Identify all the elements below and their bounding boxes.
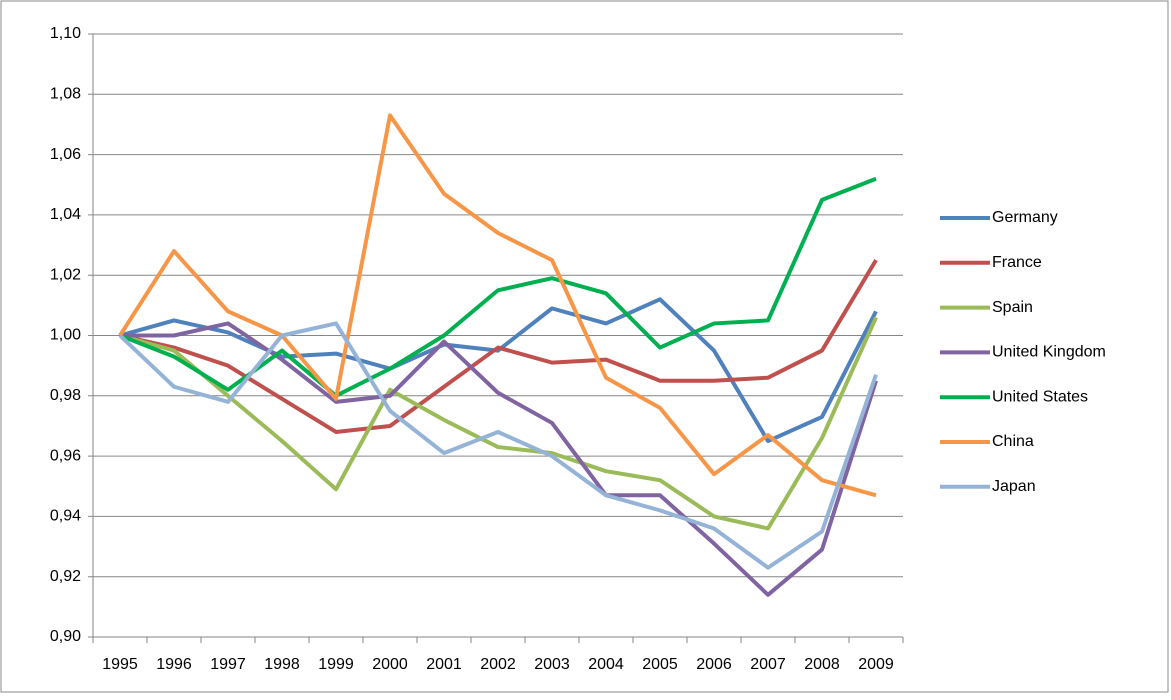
legend-label: China [992,433,1034,450]
legend-label: France [992,254,1042,271]
x-tick-label: 2007 [750,656,786,673]
x-tick-label: 2009 [858,656,894,673]
legend-label: Japan [992,478,1036,495]
y-tick-label: 0,94 [50,508,81,525]
x-tick-label: 2006 [696,656,732,673]
x-tick-label: 2003 [534,656,570,673]
legend-label: United States [992,388,1088,405]
x-tick-label: 2001 [426,656,462,673]
y-tick-label: 1,08 [50,86,81,103]
y-tick-label: 0,96 [50,447,81,464]
x-tick-label: 1999 [318,656,354,673]
legend-label: United Kingdom [992,344,1106,361]
y-tick-label: 1,02 [50,266,81,283]
x-tick-label: 1997 [210,656,246,673]
y-tick-label: 1,00 [50,327,81,344]
x-tick-label: 2002 [480,656,516,673]
series-line [119,316,878,531]
x-tick-label: 1995 [102,656,138,673]
x-tick-label: 2004 [588,656,624,673]
series-line [118,113,877,498]
series-line [119,297,878,444]
y-tick-label: 1,06 [50,146,81,163]
y-tick-label: 0,98 [50,387,81,404]
legend-label: Germany [992,209,1058,226]
x-tick-label: 1996 [156,656,192,673]
x-tick-label: 2000 [372,656,408,673]
x-tick-label: 2005 [642,656,678,673]
x-tick-label: 2008 [804,656,840,673]
y-tick-label: 0,92 [50,568,81,585]
y-tick-label: 0,90 [50,628,81,645]
y-tick-label: 1,04 [50,206,81,223]
legend-label: Spain [992,299,1033,316]
series-line [118,321,878,570]
x-tick-label: 1998 [264,656,300,673]
series-line [120,321,878,597]
y-tick-label: 1,10 [50,25,81,42]
